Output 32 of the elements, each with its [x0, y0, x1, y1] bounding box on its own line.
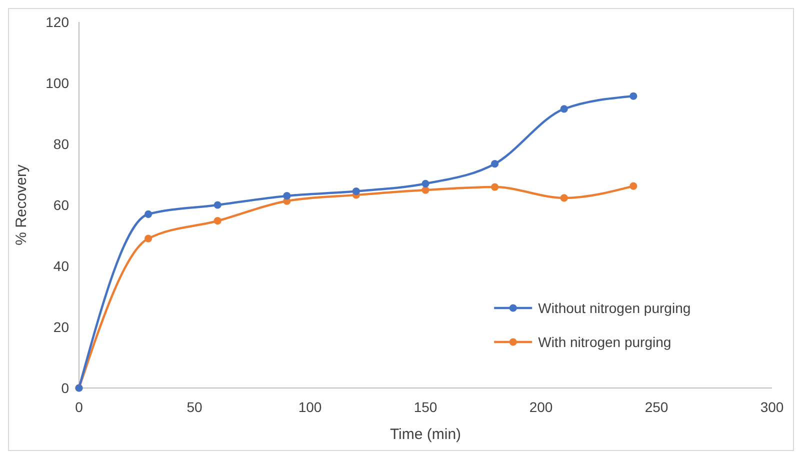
y-tick-label: 80 — [53, 136, 70, 152]
point — [560, 105, 568, 113]
y-tick-label: 100 — [46, 75, 70, 91]
point — [144, 234, 152, 242]
x-axis-title: Time (min) — [390, 426, 462, 443]
point — [422, 180, 430, 188]
point — [144, 210, 152, 218]
point — [491, 160, 499, 168]
point — [630, 92, 638, 100]
y-tick-label: 120 — [46, 14, 70, 30]
point — [214, 217, 222, 225]
point — [352, 187, 360, 196]
x-tick-label: 50 — [186, 399, 202, 415]
point — [630, 182, 638, 190]
x-tick-label: 150 — [414, 399, 438, 415]
y-tick-label: 0 — [61, 380, 70, 396]
y-tick-label: 60 — [53, 197, 70, 213]
y-axis-title: % Recovery — [13, 164, 30, 246]
legend-label: Without nitrogen purging — [538, 300, 691, 316]
y-tick-label: 20 — [53, 319, 70, 335]
x-tick-label: 0 — [75, 399, 84, 415]
x-tick-label: 250 — [644, 399, 668, 415]
legend-label: With nitrogen purging — [538, 334, 672, 350]
x-tick-label: 300 — [760, 399, 784, 415]
x-tick-label: 200 — [529, 399, 553, 415]
point — [422, 186, 430, 194]
point — [560, 194, 568, 202]
point — [491, 183, 499, 191]
x-tick-label: 100 — [298, 399, 322, 415]
point — [283, 192, 291, 200]
y-tick-label: 40 — [53, 258, 70, 274]
point — [214, 201, 222, 209]
